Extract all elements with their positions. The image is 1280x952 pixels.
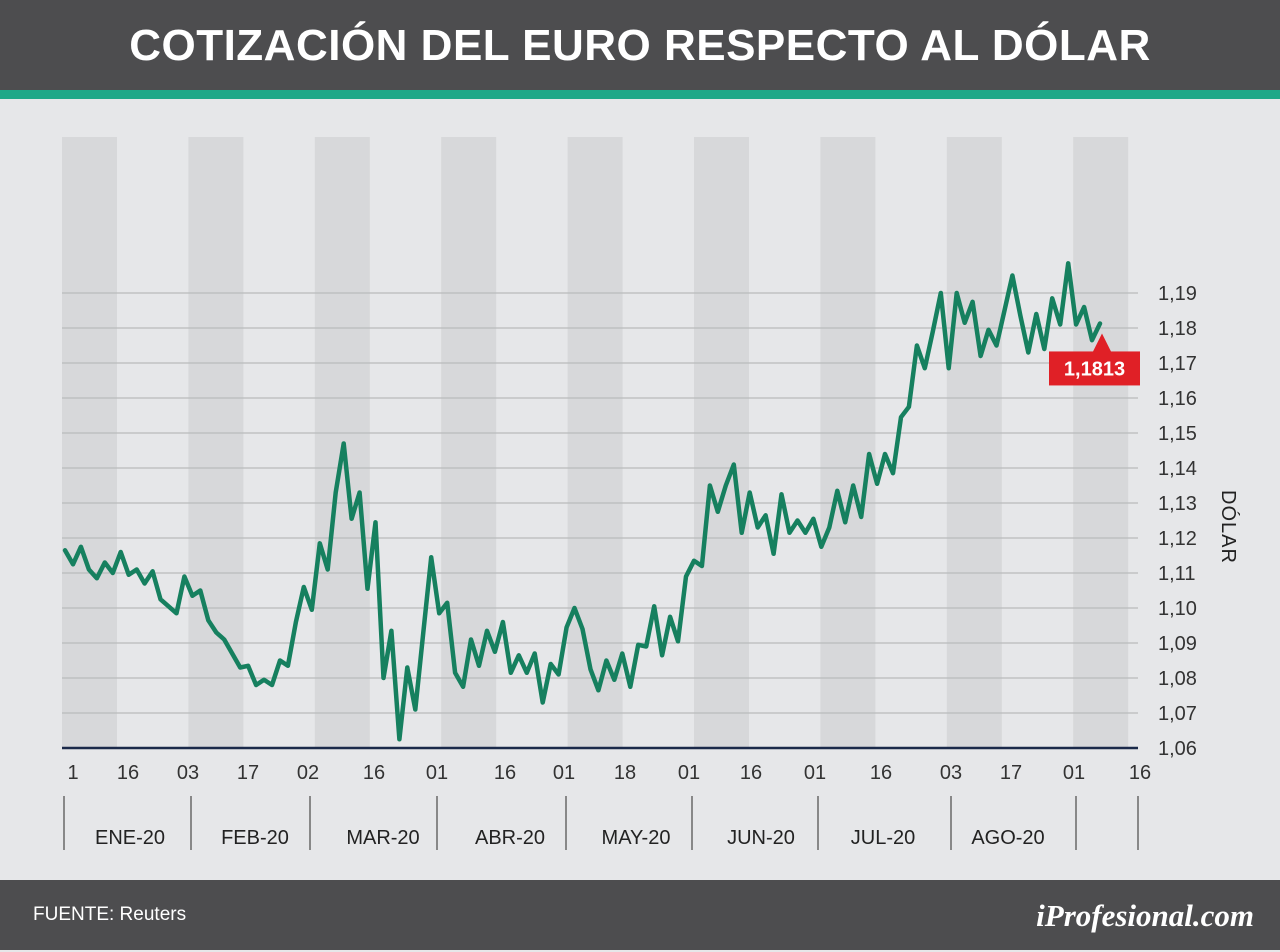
x-tick-label: 01 bbox=[1063, 762, 1085, 784]
month-label: JUL-20 bbox=[851, 827, 915, 849]
x-tick-label: 16 bbox=[740, 762, 762, 784]
y-tick-label: 1,12 bbox=[1158, 528, 1197, 550]
month-label: AGO-20 bbox=[971, 827, 1044, 849]
x-tick-label: 16 bbox=[870, 762, 892, 784]
callout-pointer bbox=[1092, 333, 1112, 354]
y-tick-label: 1,07 bbox=[1158, 703, 1197, 725]
month-band bbox=[188, 137, 244, 748]
y-tick-label: 1,09 bbox=[1158, 633, 1197, 655]
x-tick-label: 18 bbox=[614, 762, 636, 784]
month-band bbox=[62, 137, 117, 748]
y-tick-label: 1,10 bbox=[1158, 598, 1197, 620]
x-tick-label: 16 bbox=[494, 762, 516, 784]
brand-logo: iProfesional.com bbox=[1036, 898, 1254, 933]
x-tick-label: 16 bbox=[363, 762, 385, 784]
callout-box bbox=[1049, 351, 1140, 386]
month-band bbox=[1073, 137, 1129, 748]
page-title: COTIZACIÓN DEL EURO RESPECTO AL DÓLAR bbox=[129, 21, 1151, 70]
x-tick-label: 17 bbox=[1000, 762, 1022, 784]
x-tick-label: 03 bbox=[940, 762, 962, 784]
header-bar bbox=[0, 0, 1280, 90]
y-axis-label: DÓLAR bbox=[1217, 490, 1240, 564]
month-label: MAY-20 bbox=[602, 827, 671, 849]
month-band bbox=[946, 137, 1002, 748]
header-accent-stripe bbox=[0, 90, 1280, 99]
y-tick-label: 1,11 bbox=[1158, 563, 1195, 585]
month-label: FEB-20 bbox=[221, 827, 289, 849]
month-label: JUN-20 bbox=[727, 827, 795, 849]
y-tick-label: 1,06 bbox=[1158, 738, 1197, 760]
x-tick-label: 01 bbox=[426, 762, 448, 784]
x-tick-label: 01 bbox=[678, 762, 700, 784]
x-tick-label: 16 bbox=[1129, 762, 1151, 784]
y-tick-label: 1,08 bbox=[1158, 668, 1197, 690]
footer-bar: FUENTE: Reuters iProfesional.com bbox=[0, 880, 1280, 950]
x-tick-label: 01 bbox=[553, 762, 575, 784]
x-tick-label: 16 bbox=[117, 762, 139, 784]
y-tick-label: 1,14 bbox=[1158, 458, 1197, 480]
month-band bbox=[694, 137, 749, 748]
x-tick-label: 03 bbox=[177, 762, 199, 784]
x-tick-label: 02 bbox=[297, 762, 319, 784]
y-tick-label: 1,18 bbox=[1158, 318, 1197, 340]
line-chart: 1,06 1,07 1,08 1,09 1,10 1,11 1,12 1,13 1,14 1,15… bbox=[62, 137, 1240, 850]
month-band bbox=[820, 137, 876, 748]
x-tick-label: 01 bbox=[804, 762, 826, 784]
y-tick-label: 1,15 bbox=[1158, 423, 1197, 445]
y-tick-label: 1,19 bbox=[1158, 283, 1197, 305]
month-label: MAR-20 bbox=[346, 827, 419, 849]
y-tick-label: 1,13 bbox=[1158, 493, 1197, 515]
series-line bbox=[62, 261, 1103, 742]
y-tick-label: 1,16 bbox=[1158, 388, 1197, 410]
source-label: FUENTE: Reuters bbox=[33, 904, 187, 925]
month-band bbox=[567, 137, 623, 748]
y-tick-label: 1,17 bbox=[1158, 353, 1197, 375]
x-tick-label: 17 bbox=[237, 762, 259, 784]
x-tick-label: 1 bbox=[67, 762, 78, 784]
month-label: ABR-20 bbox=[475, 827, 545, 849]
callout-value: 1,1813 bbox=[1064, 358, 1125, 380]
month-label: ENE-20 bbox=[95, 827, 165, 849]
